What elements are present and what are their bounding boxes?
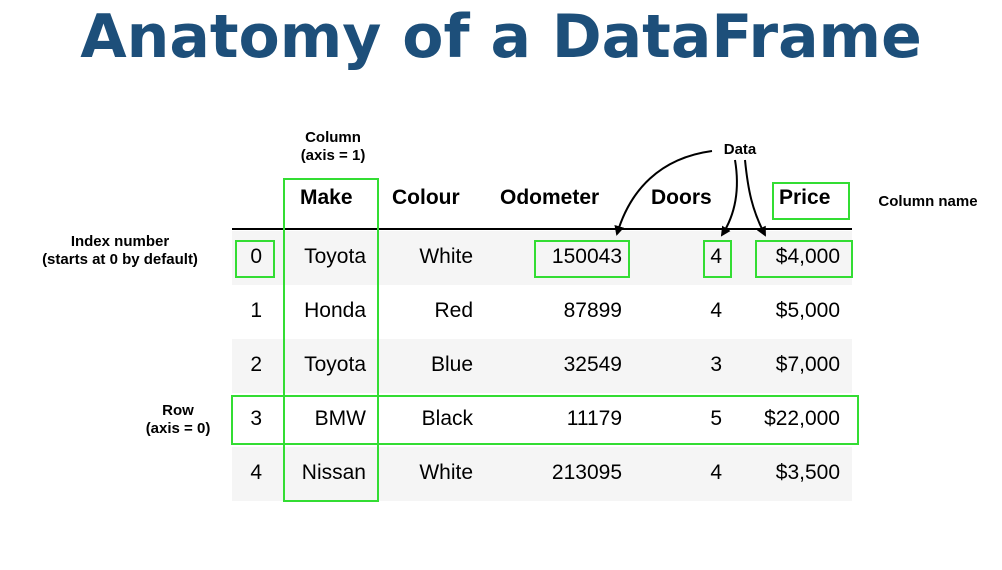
row-stripe — [232, 339, 852, 393]
table-cell-index: 0 — [250, 245, 262, 268]
row-stripe — [232, 447, 852, 501]
table-cell-index: 4 — [250, 461, 262, 484]
table-cell-odometer: 150043 — [551, 245, 622, 268]
table-cell-colour: Red — [434, 299, 473, 322]
column-header-make: Make — [300, 186, 353, 209]
table-cell-odometer: 87899 — [563, 299, 622, 322]
table-cell-doors: 4 — [710, 245, 722, 268]
arrow-to-odometer — [614, 150, 713, 236]
row-annotation: Row (axis = 0) — [120, 402, 236, 438]
column-annotation: Column (axis = 1) — [278, 129, 388, 165]
index-annotation-line2: (starts at 0 by default) — [42, 251, 198, 268]
column-header-colour: Colour — [392, 186, 460, 209]
column-annotation-line2: (axis = 1) — [300, 147, 366, 164]
table-cell-odometer: 11179 — [566, 407, 622, 430]
column-name-highlight-box — [772, 182, 850, 220]
table-cell-doors: 4 — [710, 299, 722, 322]
data-highlight-box-price — [755, 240, 853, 278]
arrow-to-doors — [720, 159, 738, 237]
row-annotation-line1: Row — [162, 402, 194, 419]
row-highlight-box — [231, 395, 859, 445]
table-cell-colour: Blue — [430, 353, 473, 376]
column-highlight-box — [283, 178, 379, 502]
column-annotation-line1: Column — [305, 129, 361, 146]
column-header-odometer: Odometer — [500, 186, 600, 209]
table-cell-index: 1 — [250, 299, 262, 322]
table-cell-odometer: 213095 — [551, 461, 622, 484]
data-highlight-box-doors — [703, 240, 732, 278]
data-highlight-box-odometer — [534, 240, 630, 278]
table-cell-doors: 4 — [710, 461, 722, 484]
table-cell-price: $3,500 — [775, 461, 840, 484]
table-cell-colour: Black — [421, 407, 473, 430]
table-cell-colour: White — [419, 461, 473, 484]
header-divider — [232, 228, 852, 230]
table-cell-colour: White — [419, 245, 473, 268]
table-cell-price: $7,000 — [775, 353, 840, 376]
data-annotation: Data — [723, 141, 757, 158]
table-cell-make: BMW — [314, 407, 366, 430]
index-annotation-line1: Index number — [70, 233, 170, 250]
column-header-doors: Doors — [651, 186, 712, 209]
table-cell-price: $5,000 — [775, 299, 840, 322]
row-annotation-line2: (axis = 0) — [145, 420, 211, 437]
column-header-price: Price — [779, 186, 831, 209]
table-cell-make: Toyota — [304, 245, 366, 268]
table-cell-index: 3 — [250, 407, 262, 430]
table-cell-doors: 5 — [710, 407, 722, 430]
table-cell-odometer: 32549 — [563, 353, 622, 376]
table-cell-index: 2 — [250, 353, 262, 376]
arrow-to-price — [744, 159, 766, 237]
table-cell-make: Nissan — [301, 461, 366, 484]
table-cell-price: $22,000 — [764, 407, 840, 430]
table-cell-price: $4,000 — [775, 245, 840, 268]
table-cell-doors: 3 — [710, 353, 722, 376]
page-title: Anatomy of a DataFrame — [80, 2, 922, 72]
table-cell-make: Toyota — [304, 353, 366, 376]
column-name-annotation: Column name — [878, 193, 978, 210]
index-highlight-box — [235, 240, 275, 278]
table-cell-make: Honda — [304, 299, 366, 322]
index-annotation: Index number (starts at 0 by default) — [20, 233, 220, 269]
